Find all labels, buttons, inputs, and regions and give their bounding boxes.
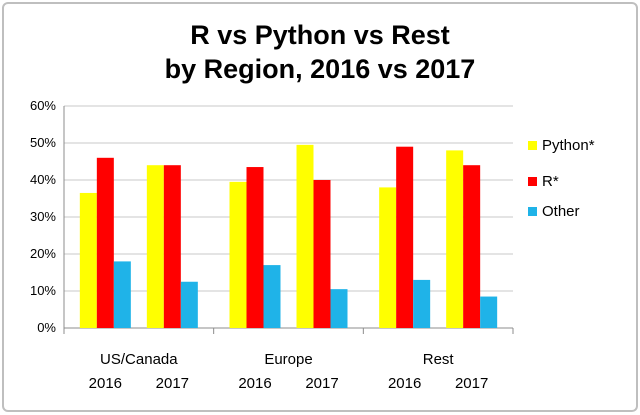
legend-label: Other: [542, 203, 580, 220]
legend-label: R*: [542, 173, 559, 190]
bar-other: [480, 296, 498, 328]
bar-python: [296, 144, 314, 328]
group-label: US/Canada: [100, 351, 178, 368]
bar-r: [163, 165, 181, 328]
year-label: 2017: [305, 375, 338, 392]
bar-r: [463, 165, 481, 328]
chart-title-line-2: by Region, 2016 vs 2017: [164, 54, 476, 84]
y-tick-label: 10%: [30, 283, 56, 298]
bar-other: [413, 279, 431, 328]
group-label: Rest: [423, 351, 455, 368]
year-label: 2016: [238, 375, 271, 392]
chart-title-line-1: R vs Python vs Rest: [190, 20, 450, 50]
legend-label: Python*: [542, 137, 595, 154]
legend-swatch: [528, 177, 537, 186]
bar-python: [146, 165, 164, 328]
chart-title: R vs Python vs Rest by Region, 2016 vs 2…: [0, 18, 640, 86]
year-label: 2017: [156, 375, 189, 392]
bar-python: [79, 192, 97, 328]
bar-python: [229, 181, 247, 328]
y-tick-label: 0%: [37, 320, 56, 335]
bar-python: [379, 187, 397, 328]
bar-python: [446, 150, 464, 328]
y-tick-label: 60%: [30, 98, 56, 113]
group-label: Europe: [264, 351, 312, 368]
bar-other: [330, 289, 348, 328]
bar-r: [396, 146, 414, 328]
y-tick-label: 20%: [30, 246, 56, 261]
year-label: 2017: [455, 375, 488, 392]
y-tick-label: 40%: [30, 172, 56, 187]
bar-r: [246, 167, 264, 328]
legend-swatch: [528, 141, 537, 150]
bar-other: [263, 265, 281, 328]
bar-r: [313, 180, 331, 328]
bar-other: [180, 281, 198, 328]
y-tick-label: 30%: [30, 209, 56, 224]
year-label: 2016: [388, 375, 421, 392]
year-label: 2016: [89, 375, 122, 392]
bar-other: [113, 261, 131, 328]
y-tick-label: 50%: [30, 135, 56, 150]
legend-swatch: [528, 207, 537, 216]
bar-r: [96, 157, 114, 328]
